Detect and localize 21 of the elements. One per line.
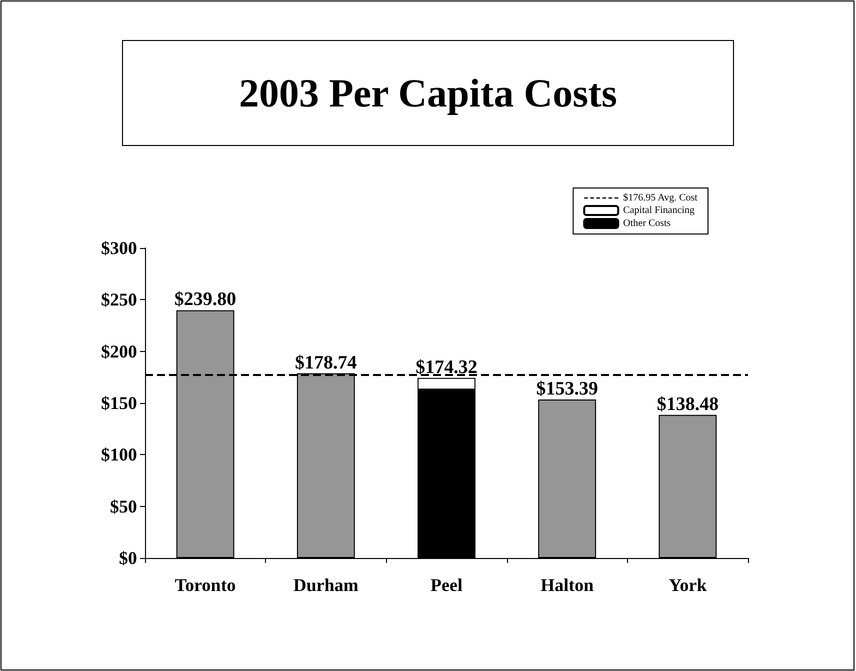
legend-label: $176.95 Avg. Cost: [623, 192, 698, 204]
y-tick-label: $150: [101, 393, 137, 413]
x-tick-label: Peel: [430, 575, 462, 595]
total-label: $153.39: [536, 378, 598, 400]
x-tick-label: York: [668, 575, 707, 595]
total-label: $178.74: [295, 352, 358, 374]
x-tick-label: Durham: [293, 575, 358, 595]
y-tick-label: $0: [119, 548, 137, 568]
x-tick-label: Toronto: [174, 575, 236, 595]
legend-label: Capital Financing: [623, 205, 695, 216]
total-label: $174.32: [416, 356, 478, 378]
y-tick-label: $300: [101, 238, 137, 258]
y-tick-label: $100: [101, 444, 137, 465]
legend-label: Other Costs: [623, 218, 671, 229]
chart-title: 2003 Per Capita Costs: [238, 70, 618, 116]
y-tick-label: $200: [101, 341, 137, 362]
y-tick-label: $50: [110, 496, 137, 516]
x-tick-label: Halton: [540, 575, 594, 595]
total-label: $138.48: [656, 394, 719, 415]
y-tick-label: $250: [101, 290, 137, 310]
total-label: $239.80: [174, 289, 236, 310]
